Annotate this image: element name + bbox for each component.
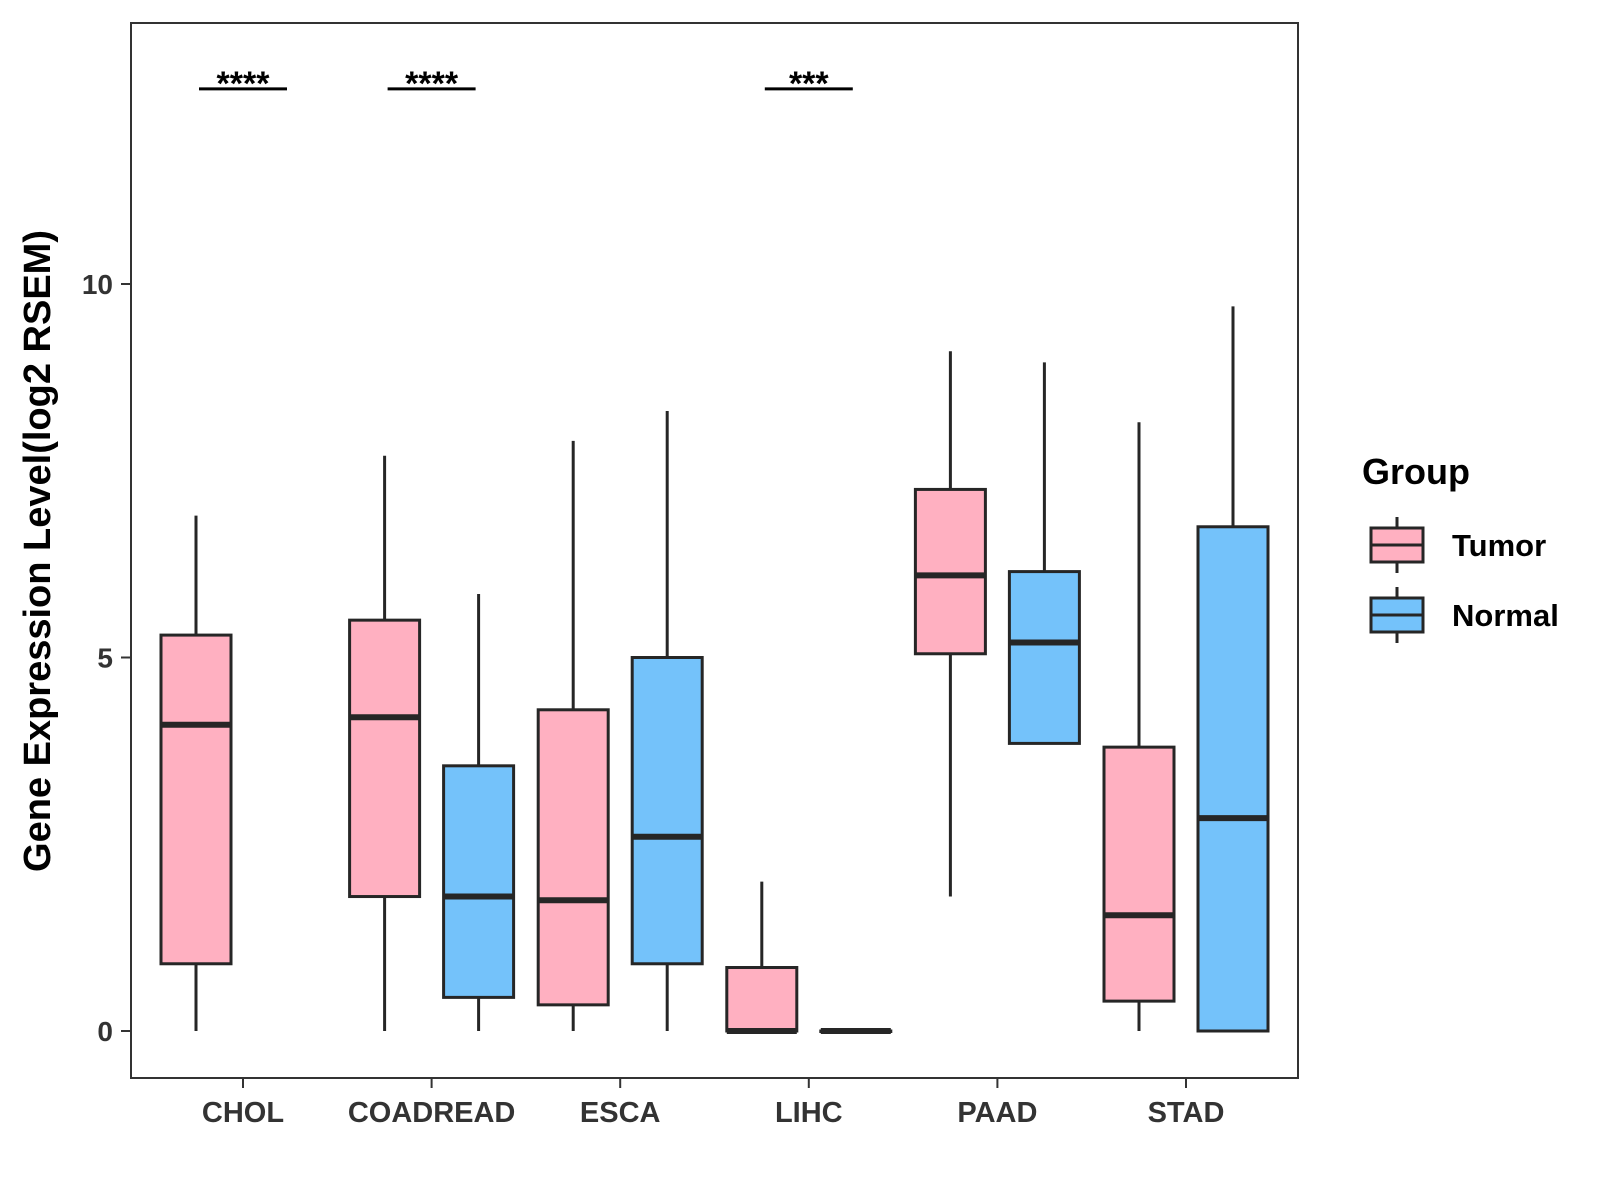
y-tick-label: 5 [97,643,113,674]
significance-annotations: **** **** *** [199,65,853,103]
significance-coadread: **** [387,65,476,103]
significance-label: **** [405,65,459,103]
box-tumor-coadread [348,455,422,1031]
legend-label-normal: Normal [1452,598,1559,633]
box-body [159,633,233,966]
y-tick-label: 0 [97,1016,113,1047]
box-tumor-stad [1102,422,1176,1031]
x-tick-label-esca: ESCA [580,1097,661,1129]
box-tumor-esca [536,440,610,1031]
significance-label: **** [217,65,271,103]
box-body [1007,570,1081,745]
legend: Group Tumor Normal [1362,451,1559,643]
box-normal-lihc [819,1028,893,1034]
x-axis: CHOL COADREAD ESCA LIHC PAAD STAD [202,1078,1224,1129]
x-tick-label-coadread: COADREAD [348,1097,516,1129]
legend-entry-tumor: Tumor [1369,517,1546,573]
x-tick-label-lihc: LIHC [775,1097,843,1129]
box-body [442,764,516,999]
x-tick-label-chol: CHOL [202,1097,284,1129]
box-normal-stad [1196,306,1270,1033]
box-body [913,487,987,656]
box-body [1196,525,1270,1033]
legend-title: Group [1362,451,1470,492]
box-tumor-paad [913,351,987,897]
box-body [1102,745,1176,1003]
box-body [348,618,422,899]
legend-entry-normal: Normal [1369,587,1559,643]
box-tumor-chol [159,515,233,1031]
box-body [725,966,799,1033]
box-normal-paad [1007,362,1081,745]
box-body [536,708,610,1007]
significance-lihc: *** [764,65,853,103]
y-axis-title: Gene Expression Level(log2 RSEM) [17,230,59,872]
significance-chol: **** [199,65,287,103]
box-normal-coadread [442,594,516,1031]
legend-label-tumor: Tumor [1452,528,1546,563]
x-tick-label-stad: STAD [1148,1097,1225,1129]
box-tumor-lihc [725,881,799,1034]
significance-label: *** [789,65,829,103]
y-tick-label: 10 [82,269,113,300]
box-series [159,306,1270,1034]
x-tick-label-paad: PAAD [957,1097,1037,1129]
box-body [630,656,704,966]
y-axis: 0 5 10 [82,269,131,1047]
box-normal-esca [630,410,704,1031]
